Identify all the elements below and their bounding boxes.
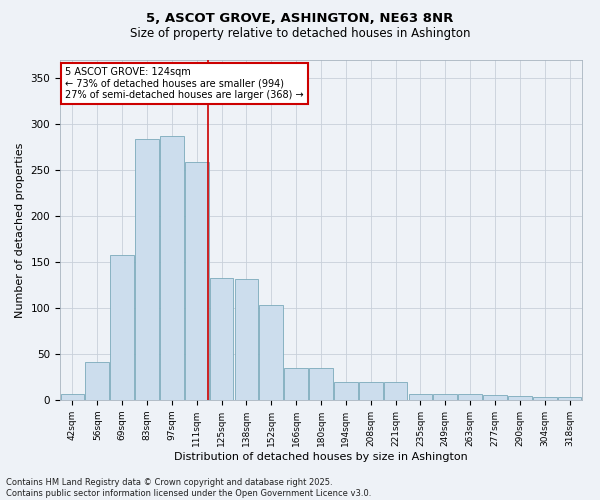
Bar: [433, 394, 457, 400]
Bar: [185, 162, 209, 400]
Bar: [384, 382, 407, 400]
Bar: [85, 362, 109, 400]
Bar: [210, 278, 233, 400]
Bar: [334, 382, 358, 400]
Text: 5, ASCOT GROVE, ASHINGTON, NE63 8NR: 5, ASCOT GROVE, ASHINGTON, NE63 8NR: [146, 12, 454, 26]
Bar: [284, 368, 308, 400]
Bar: [359, 382, 383, 400]
Y-axis label: Number of detached properties: Number of detached properties: [15, 142, 25, 318]
Bar: [110, 255, 134, 400]
Bar: [409, 394, 432, 400]
Bar: [508, 396, 532, 400]
Bar: [533, 397, 557, 400]
Text: Contains HM Land Registry data © Crown copyright and database right 2025.
Contai: Contains HM Land Registry data © Crown c…: [6, 478, 371, 498]
Text: Size of property relative to detached houses in Ashington: Size of property relative to detached ho…: [130, 28, 470, 40]
Bar: [135, 139, 159, 400]
Text: 5 ASCOT GROVE: 124sqm
← 73% of detached houses are smaller (994)
27% of semi-det: 5 ASCOT GROVE: 124sqm ← 73% of detached …: [65, 67, 304, 100]
Bar: [483, 396, 507, 400]
Bar: [61, 394, 84, 400]
Bar: [160, 136, 184, 400]
Bar: [458, 394, 482, 400]
Bar: [309, 368, 333, 400]
Bar: [235, 278, 258, 400]
Bar: [259, 306, 283, 400]
Bar: [558, 397, 581, 400]
X-axis label: Distribution of detached houses by size in Ashington: Distribution of detached houses by size …: [174, 452, 468, 462]
